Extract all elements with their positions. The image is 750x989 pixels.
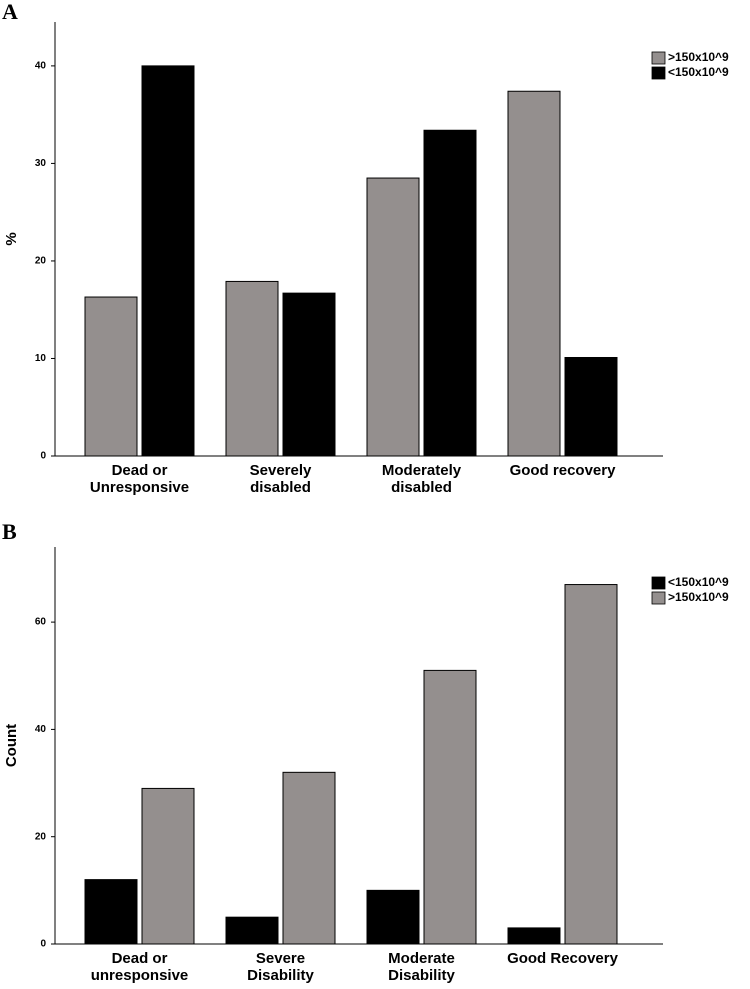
bar	[282, 771, 336, 945]
x-tick-label: unresponsive	[91, 967, 189, 984]
x-tick-label: Good recovery	[510, 462, 617, 479]
legend-label: <150x10^9	[668, 65, 729, 79]
bar	[564, 356, 618, 457]
y-axis-label: %	[3, 232, 20, 245]
x-tick-label: Dead or	[112, 462, 168, 479]
y-tick-label: 60	[35, 617, 47, 628]
x-tick-label: Moderately	[382, 462, 462, 479]
panel-label: A	[2, 0, 18, 24]
bar	[507, 927, 561, 945]
legend-swatch	[651, 66, 666, 80]
x-tick-label: disabled	[391, 479, 452, 496]
bar	[366, 177, 420, 457]
legend-label: >150x10^9	[668, 590, 729, 604]
x-tick-label: Dead or	[112, 950, 168, 967]
y-tick-label: 0	[40, 451, 46, 462]
bar	[282, 292, 336, 457]
bar	[423, 669, 477, 945]
y-tick-label: 40	[35, 61, 47, 72]
x-tick-label: Disability	[388, 967, 455, 984]
x-tick-label: Unresponsive	[90, 479, 189, 496]
bar	[366, 889, 420, 945]
panel-label: B	[2, 519, 17, 544]
x-tick-label: Severely	[250, 462, 312, 479]
y-tick-label: 20	[35, 831, 47, 842]
x-tick-label: Moderate	[388, 950, 455, 967]
y-tick-label: 40	[35, 724, 47, 735]
y-tick-label: 30	[35, 158, 47, 169]
y-tick-label: 20	[35, 256, 47, 267]
y-tick-label: 10	[35, 353, 47, 364]
bar	[225, 916, 279, 945]
bar	[225, 280, 279, 457]
bar	[141, 787, 195, 945]
x-tick-label: disabled	[250, 479, 311, 496]
x-tick-label: Disability	[247, 967, 314, 984]
legend-label: <150x10^9	[668, 575, 729, 589]
x-tick-label: Good Recovery	[507, 950, 619, 967]
bar	[423, 129, 477, 457]
y-axis-label: Count	[3, 724, 20, 767]
legend-label: >150x10^9	[668, 50, 729, 64]
bar	[84, 879, 138, 945]
legend-swatch	[651, 576, 666, 590]
bar	[507, 90, 561, 457]
bar	[564, 584, 618, 945]
x-tick-label: Severe	[256, 950, 305, 967]
legend-swatch	[651, 591, 666, 605]
bar	[141, 65, 195, 457]
legend-swatch	[651, 51, 666, 65]
y-tick-label: 0	[40, 939, 46, 950]
bar	[84, 296, 138, 457]
